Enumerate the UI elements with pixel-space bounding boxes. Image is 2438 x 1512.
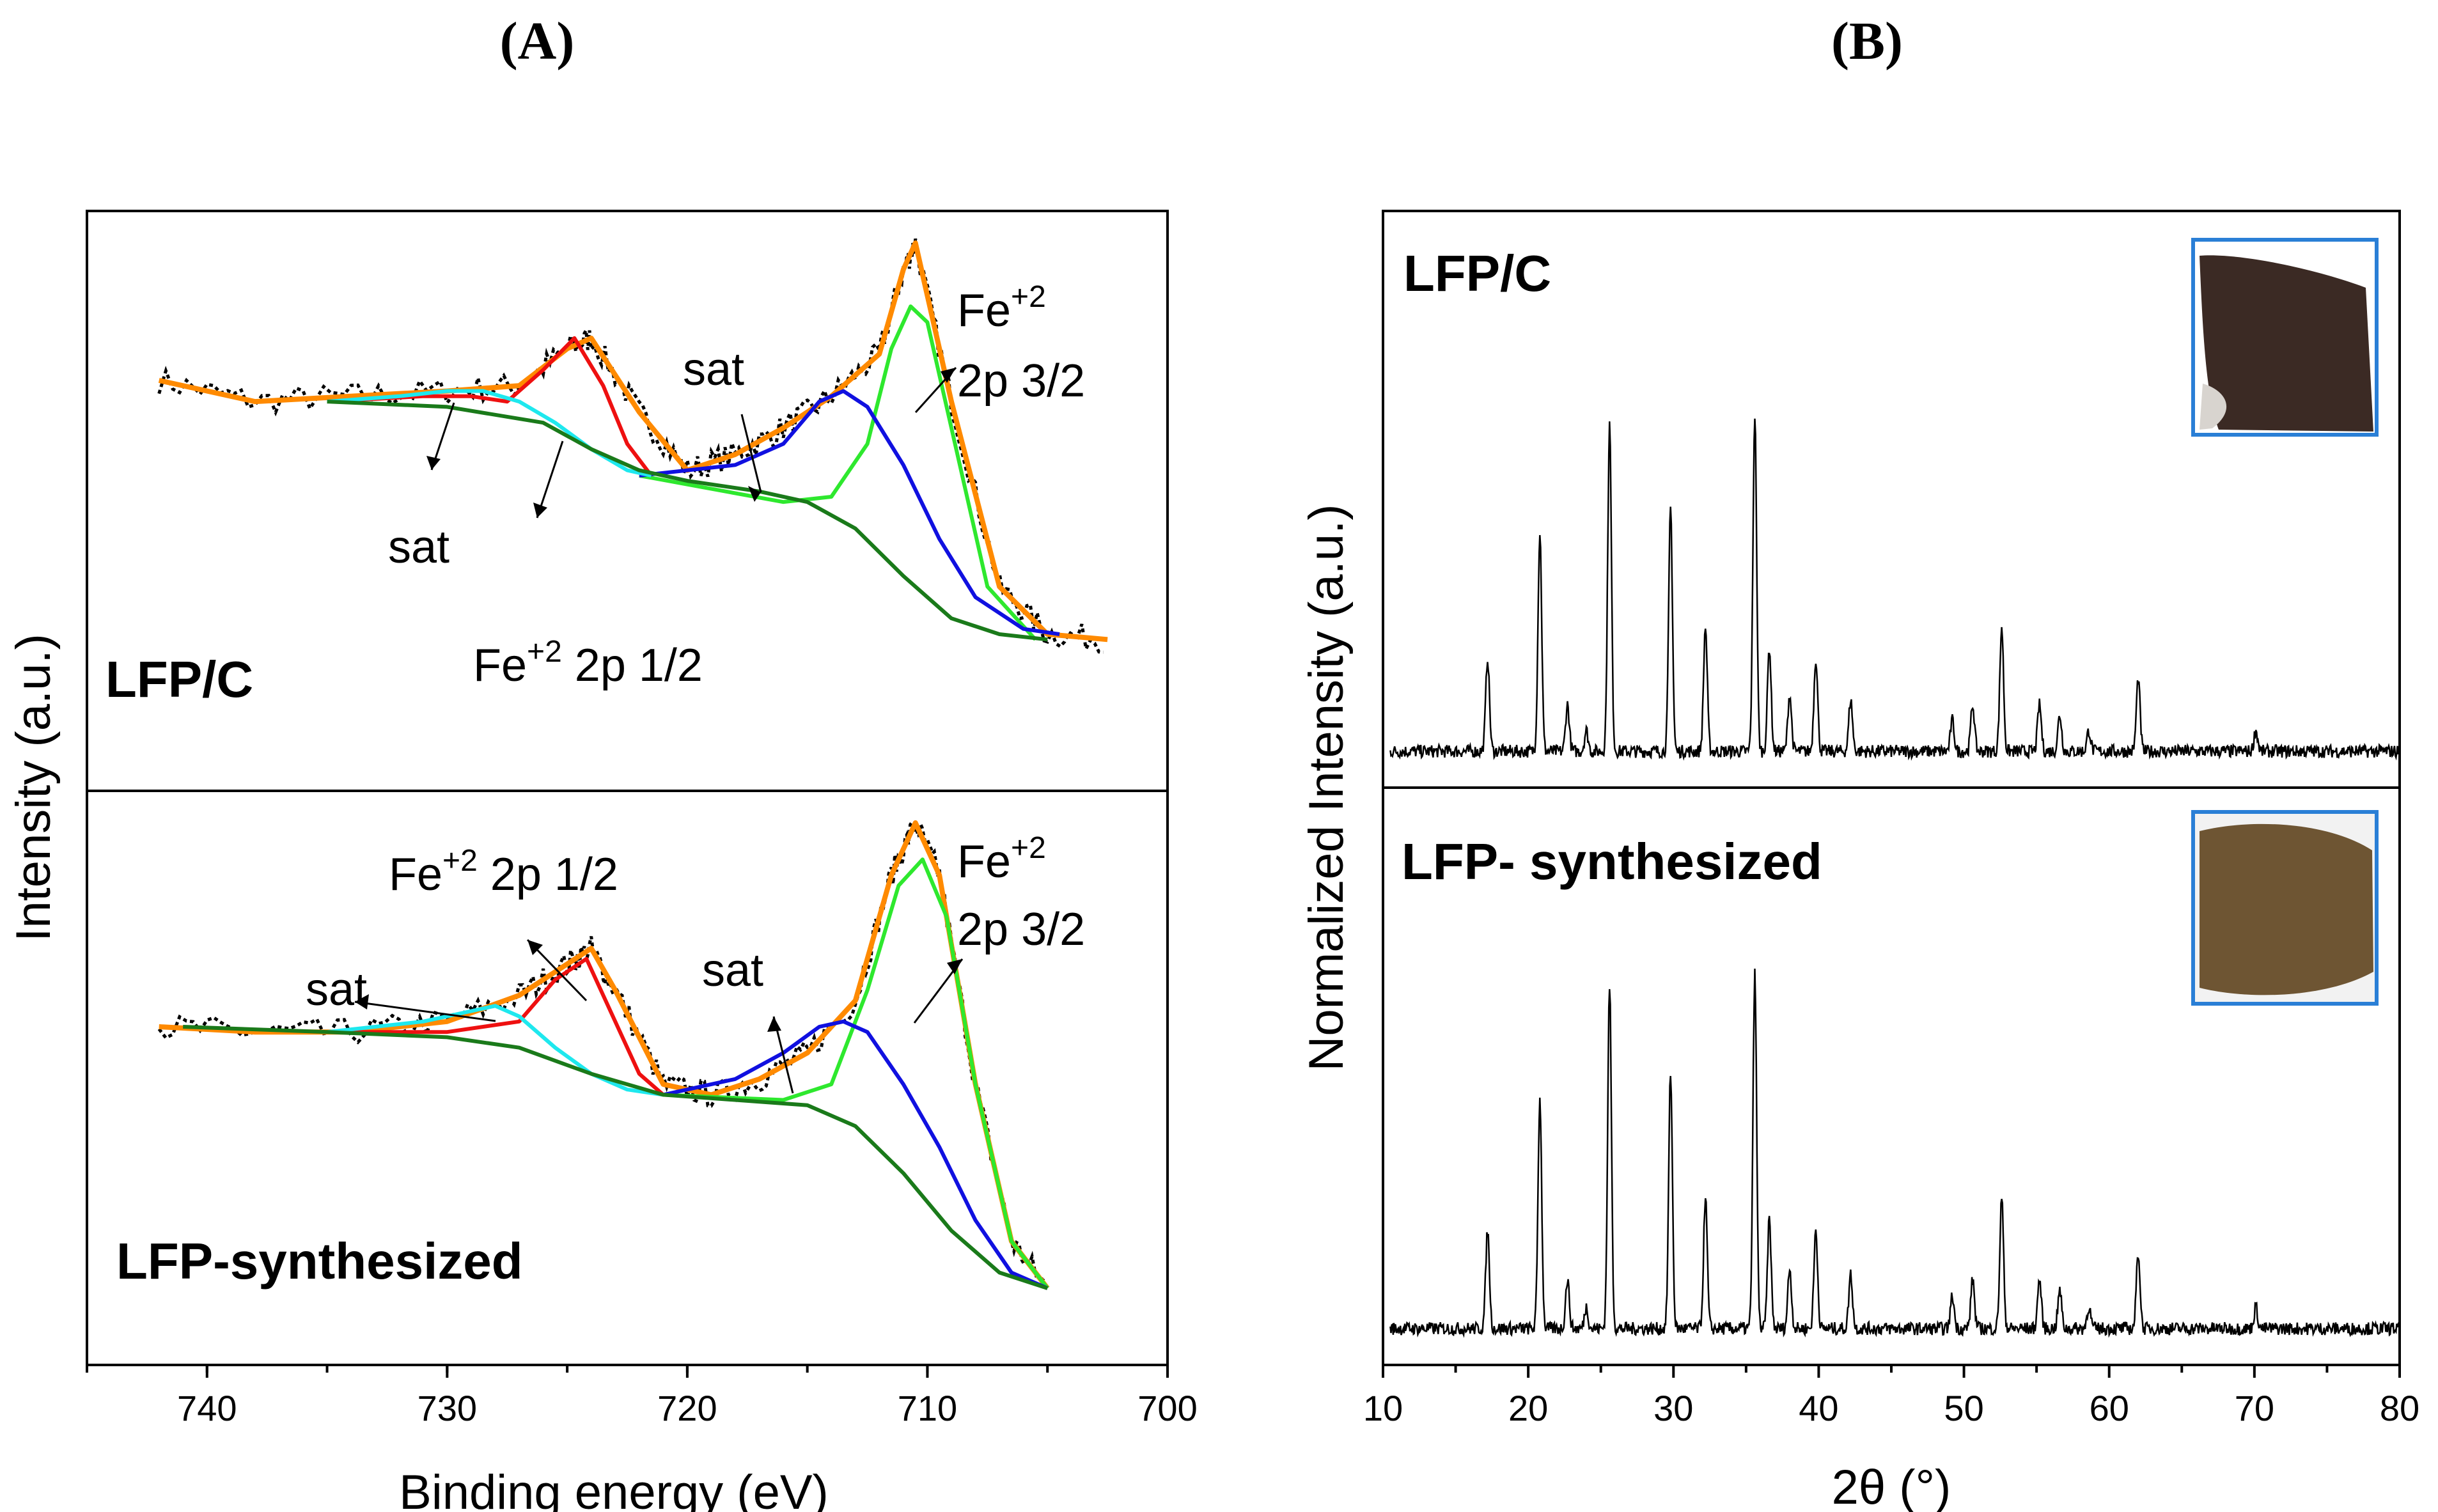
xrd-x-ticks: 10 20 30 40 50 60 70 80 — [1363, 1365, 2419, 1428]
xrd-x-tick-label: 60 — [2090, 1388, 2129, 1428]
xrd-top-sample-label: LFP/C — [1403, 245, 1551, 302]
xps-bottom-plot — [157, 818, 1050, 1290]
annotation-sat-bottom-1: sat — [306, 964, 367, 1015]
xps-bottom-sample-label: LFP-synthesized — [116, 1233, 523, 1290]
xrd-x-tick-label: 80 — [2380, 1388, 2419, 1428]
xps-bottom-series-fe-2-2p-3-2 — [663, 857, 1049, 1290]
arrow-sat-top-1 — [740, 414, 762, 493]
xps-x-tick-label: 720 — [657, 1388, 717, 1428]
arrow-sat-top-3 — [536, 440, 564, 518]
annotation-sat-top-1: sat — [683, 344, 744, 395]
annotation-fe-3-2-bottom-a: Fe+2 — [957, 831, 1046, 887]
arrowhead — [426, 456, 441, 470]
panel-b-letter: (B) — [1831, 12, 1903, 71]
xps-x-tick-label: 710 — [898, 1388, 957, 1428]
annotation-fe-1-2-bottom: Fe+2 2p 1/2 — [389, 844, 618, 900]
annotation-arrows — [354, 366, 964, 1094]
xrd-x-tick-label: 40 — [1799, 1388, 1838, 1428]
arrowhead — [748, 486, 761, 502]
annotation-sat-bottom-2: sat — [702, 945, 763, 996]
xps-top-plot — [157, 238, 1108, 654]
xrd-top-plot — [1389, 418, 2401, 761]
powder-shadow — [2200, 384, 2227, 430]
xps-bottom-series-background — [183, 1025, 1049, 1290]
xps-bottom-series-envelope-fit — [159, 820, 1050, 1290]
xps-top-series-fe-2-2p-1-2-sat — [327, 389, 652, 478]
xrd-bottom-series — [1389, 969, 2401, 1338]
xrd-bottom-sample-label: LFP- synthesized — [1402, 833, 1822, 890]
inset-photo-lfp-synth — [2191, 810, 2379, 1006]
xps-bottom-series-fe-2-2p-1-2-sat — [327, 1004, 664, 1097]
annotation-fe-3-2-top-a: Fe+2 — [957, 280, 1046, 336]
xps-panel: 740 730 720 710 700 LFP/C LFP-synthesized sa… — [6, 210, 1198, 1512]
xrd-x-tick-label: 30 — [1653, 1388, 1693, 1428]
arrowhead — [941, 368, 956, 383]
arrow-sat-bottom-1 — [354, 1001, 496, 1022]
xps-x-ticks: 740 730 720 710 700 — [86, 1365, 1198, 1428]
xrd-x-axis-label: 2θ (°) — [1832, 1460, 1951, 1512]
annotation-sat-top-2: sat — [388, 522, 449, 573]
inset-photo-lfp-c — [2191, 238, 2379, 437]
xps-top-series-fe-2-2p-3-2-sat — [639, 389, 1060, 636]
arrowhead — [947, 959, 962, 974]
xrd-panel: 10 20 30 40 50 60 70 80 LFP/C LFP- synthesized … — [1299, 210, 2419, 1512]
arrowhead — [533, 503, 547, 518]
arrowhead — [767, 1017, 781, 1032]
xrd-x-tick-label: 10 — [1363, 1388, 1403, 1428]
arrowhead — [355, 994, 369, 1009]
xps-top-sample-label: LFP/C — [105, 651, 253, 708]
xps-bottom-series-fe-2-2p-1-2 — [327, 956, 665, 1096]
powder-brown — [2200, 823, 2373, 995]
xps-x-tick-label: 730 — [418, 1388, 477, 1428]
xps-x-tick-label: 740 — [177, 1388, 237, 1428]
xps-x-tick-label: 700 — [1137, 1388, 1197, 1428]
xrd-top-series — [1389, 418, 2401, 761]
powder-dark — [2200, 255, 2373, 432]
xps-y-axis-label: Intensity (a.u.) — [6, 634, 61, 942]
xrd-y-axis-label: Normalized Intensity (a.u.) — [1299, 504, 1354, 1072]
xps-top-series-fe-2-2p-1-2 — [327, 336, 653, 477]
xps-x-axis-label: Binding energy (eV) — [399, 1465, 829, 1512]
xps-bottom-series-fe-2-2p-3-2-sat — [662, 1019, 1049, 1290]
xrd-x-tick-label: 70 — [2235, 1388, 2274, 1428]
panel-a-letter: (A) — [500, 12, 575, 71]
xrd-x-tick-label: 20 — [1508, 1388, 1548, 1428]
arrowhead — [527, 940, 543, 955]
xps-top-series-background — [327, 400, 1048, 642]
annotation-fe-3-2-bottom-b: 2p 3/2 — [957, 904, 1085, 955]
annotation-fe-3-2-top-b: 2p 3/2 — [957, 355, 1085, 407]
xps-top-series-fe-2-2p-3-2 — [639, 304, 1037, 641]
xrd-bottom-plot — [1389, 969, 2401, 1338]
xps-frame — [86, 210, 1169, 1366]
xrd-x-tick-label: 50 — [1944, 1388, 1983, 1428]
annotation-fe-1-2-top: Fe+2 2p 1/2 — [473, 635, 703, 691]
